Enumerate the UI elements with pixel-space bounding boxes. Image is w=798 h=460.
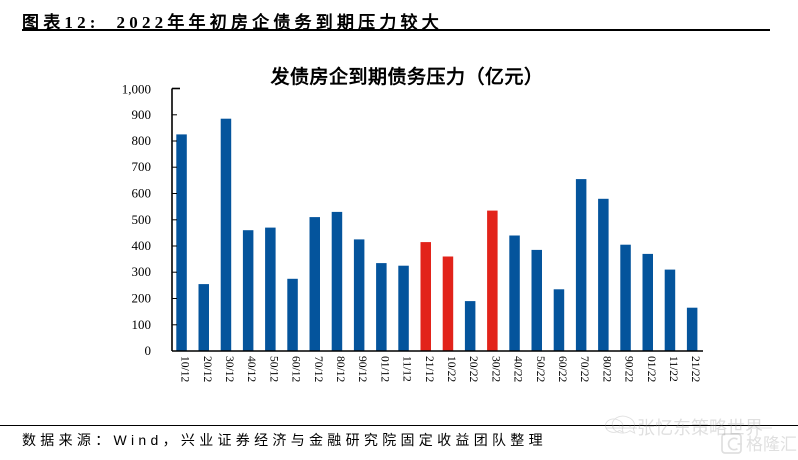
- svg-text:格隆汇: 格隆汇: [746, 435, 797, 454]
- svg-text:张忆东策略世界: 张忆东策略世界: [637, 418, 763, 438]
